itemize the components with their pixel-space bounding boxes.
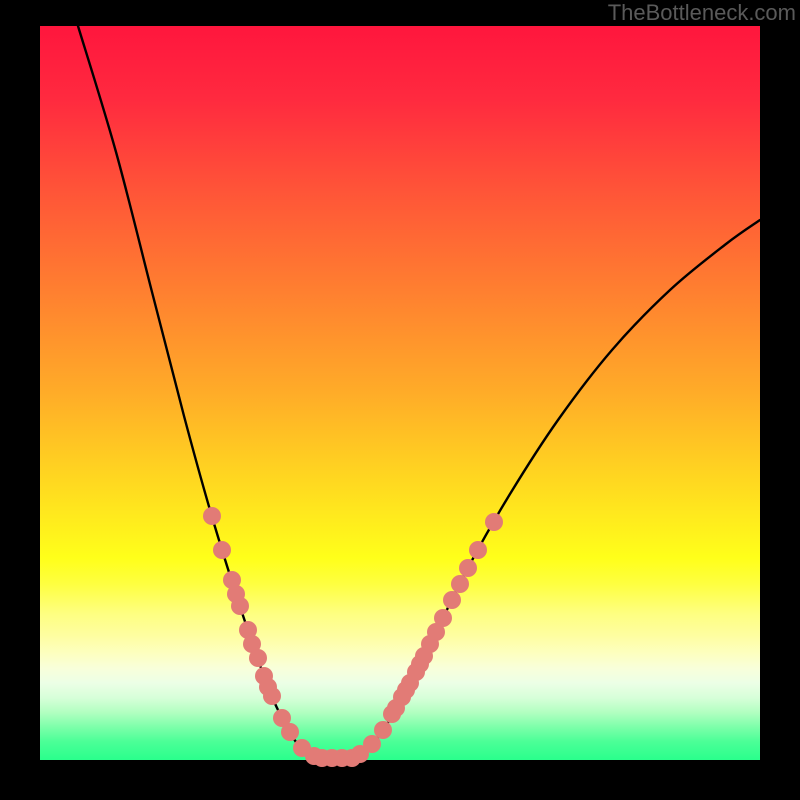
watermark-text: TheBottleneck.com [608,0,796,26]
marker-dot [281,723,299,741]
marker-dot [213,541,231,559]
marker-dot [469,541,487,559]
plot-area [40,26,760,760]
marker-dot [459,559,477,577]
marker-dot [263,687,281,705]
marker-dot [443,591,461,609]
marker-dot [231,597,249,615]
marker-dot [485,513,503,531]
chart-canvas: TheBottleneck.com [0,0,800,800]
marker-dot [434,609,452,627]
marker-dot [451,575,469,593]
chart-svg [0,0,800,800]
marker-dot [203,507,221,525]
marker-dot [249,649,267,667]
marker-dot [363,735,381,753]
marker-dot [374,721,392,739]
